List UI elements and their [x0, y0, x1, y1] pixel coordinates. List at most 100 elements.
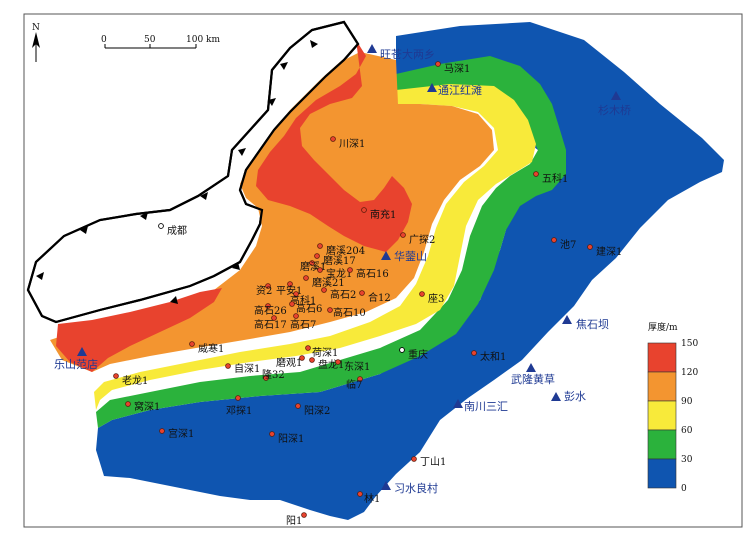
well-dot: [330, 136, 336, 142]
well-dot: [225, 363, 231, 369]
svg-text:50: 50: [144, 35, 156, 45]
well-marker: 高石2: [321, 287, 356, 301]
outcrop-label: 旺苍大两乡: [380, 47, 435, 61]
well-label: 宝龙1: [326, 267, 352, 280]
well-dot: [419, 291, 425, 297]
well-label: 高石6: [296, 302, 322, 315]
well-dot: [295, 403, 301, 409]
outcrop-label: 南川三汇: [464, 400, 508, 413]
city-dot: [158, 223, 164, 229]
city-label: 重庆: [408, 348, 428, 361]
legend-swatch: [647, 342, 677, 373]
well-label: 高石17: [254, 318, 287, 331]
outcrop-label: 华蓥山: [394, 249, 427, 263]
outcrop-triangle: [367, 44, 377, 53]
legend-tick: 0: [681, 484, 687, 494]
outcrop-marker: 杉木桥: [598, 91, 631, 117]
well-dot: [299, 355, 305, 361]
well-marker: 隆32: [262, 368, 285, 381]
well-marker: 磨溪204: [317, 243, 365, 257]
well-dot: [411, 456, 417, 462]
well-marker: 邓探1: [226, 395, 252, 417]
well-marker: 宝龙1: [317, 267, 352, 280]
outcrop-label: 杉木桥: [598, 103, 631, 117]
outcrop-triangle: [427, 83, 437, 92]
well-label: 磨观1: [276, 357, 302, 369]
well-dot: [303, 275, 309, 281]
outcrop-triangle: [453, 399, 463, 408]
well-marker: 太和1: [471, 350, 506, 363]
well-label: 临7: [346, 378, 362, 391]
well-dot: [359, 290, 365, 296]
legend-tick: 30: [681, 455, 693, 465]
well-dot: [113, 373, 119, 379]
well-marker: 高石26: [254, 303, 287, 317]
well-label: 高石10: [333, 306, 366, 319]
well-marker: 高石6: [289, 301, 322, 315]
outcrop-triangle: [381, 251, 391, 260]
basin-boundary: [26, 20, 360, 324]
well-dot: [471, 350, 477, 356]
well-dot: [269, 431, 275, 437]
well-dot: [317, 243, 323, 249]
well-label: 东深1: [344, 360, 370, 373]
outcrop-marker: 南川三汇: [453, 399, 508, 413]
thrust-teeth: [36, 40, 318, 304]
well-label: 阳1: [286, 515, 302, 527]
zone-0-30: [96, 22, 724, 520]
well-marker: 临7: [346, 376, 363, 391]
well-marker: 资2: [256, 283, 272, 297]
north-arrow: N: [32, 23, 40, 62]
well-marker: 合12: [359, 290, 391, 304]
well-marker: 广探2: [400, 232, 435, 246]
well-marker: 窝深1: [125, 400, 160, 413]
well-dot: [321, 287, 327, 293]
well-marker: 老龙1: [113, 373, 148, 387]
outcrop-label: 通江红滩: [438, 83, 482, 97]
well-dot: [263, 375, 269, 381]
well-label: 高石2: [330, 288, 356, 301]
well-marker: 荷深1: [305, 345, 338, 359]
well-dot: [293, 313, 299, 319]
legend-tick: 120: [681, 368, 698, 378]
well-marker: 高石16: [347, 267, 389, 280]
well-marker: 高石10: [327, 306, 366, 319]
outcrop-triangle: [77, 347, 87, 356]
outcrop-label: 武隆黄草: [511, 372, 555, 386]
well-dot: [293, 291, 299, 297]
city-label: 成都: [167, 225, 187, 237]
well-label: 磨溪204: [326, 245, 365, 257]
well-dot: [287, 281, 293, 287]
well-label: 太和1: [480, 350, 506, 363]
well-dot: [435, 61, 441, 67]
well-marker: 东深1: [335, 359, 370, 373]
city-marker: 成都: [158, 223, 187, 237]
outcrop-triangle: [611, 91, 621, 100]
well-label: 座3: [428, 292, 444, 305]
legend-swatch: [647, 371, 677, 402]
outcrop-triangle: [381, 481, 391, 490]
outcrop-marker: 习水良村: [381, 481, 438, 495]
well-label: 阳深1: [278, 433, 304, 445]
svg-text:N: N: [32, 23, 40, 33]
svg-text:0: 0: [101, 35, 107, 45]
outcrop-marker: 焦石坝: [562, 315, 609, 331]
well-label: 川深1: [339, 138, 365, 150]
well-label: 南充1: [370, 208, 396, 221]
well-dot: [305, 345, 311, 351]
well-marker: 阳深1: [269, 431, 304, 445]
outcrop-marker: 彭水: [551, 389, 586, 403]
well-marker: 五科1: [533, 171, 568, 185]
legend-tick: 150: [681, 339, 698, 349]
well-label: 阳深2: [304, 405, 330, 417]
well-dot: [125, 401, 131, 407]
svg-text:100 km: 100 km: [186, 35, 220, 45]
well-label: 磨溪21: [312, 277, 345, 289]
well-label: 邓探1: [226, 404, 252, 417]
well-label: 威寒1: [198, 342, 224, 355]
legend-swatch: [647, 400, 677, 431]
